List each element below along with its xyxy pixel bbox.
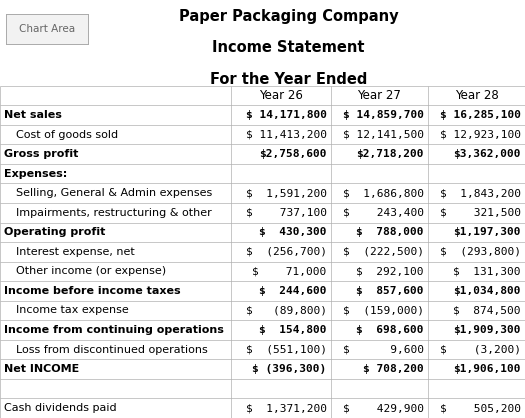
Text: $    505,200: $ 505,200 bbox=[440, 403, 521, 413]
Text: $  (551,100): $ (551,100) bbox=[246, 344, 327, 354]
Text: $    (3,200): $ (3,200) bbox=[440, 344, 521, 354]
Text: Income tax expense: Income tax expense bbox=[16, 306, 129, 316]
Text: Cash dividends paid: Cash dividends paid bbox=[4, 403, 117, 413]
Text: Loss from discontinued operations: Loss from discontinued operations bbox=[16, 344, 207, 354]
Text: $  (256,700): $ (256,700) bbox=[246, 247, 327, 257]
Text: $  (293,800): $ (293,800) bbox=[440, 247, 521, 257]
Text: Year 26: Year 26 bbox=[259, 89, 303, 102]
Text: Chart Area: Chart Area bbox=[19, 24, 75, 34]
Text: For the Year Ended: For the Year Ended bbox=[210, 72, 368, 87]
Text: $  1,843,200: $ 1,843,200 bbox=[440, 188, 521, 198]
Text: Year 28: Year 28 bbox=[455, 89, 498, 102]
Text: Income Statement: Income Statement bbox=[213, 40, 365, 54]
Text: $    429,900: $ 429,900 bbox=[343, 403, 424, 413]
Text: $ 11,413,200: $ 11,413,200 bbox=[246, 130, 327, 140]
Text: Cost of goods sold: Cost of goods sold bbox=[16, 130, 118, 140]
Text: $ 14,171,800: $ 14,171,800 bbox=[246, 110, 327, 120]
Text: $  292,100: $ 292,100 bbox=[356, 266, 424, 276]
Text: $  (222,500): $ (222,500) bbox=[343, 247, 424, 257]
Text: $  430,300: $ 430,300 bbox=[259, 227, 327, 237]
Text: $1,906,100: $1,906,100 bbox=[453, 364, 521, 374]
Text: $  131,300: $ 131,300 bbox=[453, 266, 521, 276]
Text: $    321,500: $ 321,500 bbox=[440, 208, 521, 218]
Text: $  874,500: $ 874,500 bbox=[453, 306, 521, 316]
Text: $  698,600: $ 698,600 bbox=[356, 325, 424, 335]
Text: $  (159,000): $ (159,000) bbox=[343, 306, 424, 316]
Text: Operating profit: Operating profit bbox=[4, 227, 106, 237]
Text: $    243,400: $ 243,400 bbox=[343, 208, 424, 218]
Text: $2,718,200: $2,718,200 bbox=[356, 149, 424, 159]
Text: Income before income taxes: Income before income taxes bbox=[4, 286, 181, 296]
Text: $ 708,200: $ 708,200 bbox=[363, 364, 424, 374]
Text: $1,034,800: $1,034,800 bbox=[453, 286, 521, 296]
Text: Other income (or expense): Other income (or expense) bbox=[16, 266, 166, 276]
Text: $   (89,800): $ (89,800) bbox=[246, 306, 327, 316]
Text: $  1,686,800: $ 1,686,800 bbox=[343, 188, 424, 198]
Text: Impairments, restructuring & other: Impairments, restructuring & other bbox=[16, 208, 212, 218]
Text: $  1,591,200: $ 1,591,200 bbox=[246, 188, 327, 198]
Text: Selling, General & Admin expenses: Selling, General & Admin expenses bbox=[16, 188, 212, 198]
Text: Year 27: Year 27 bbox=[358, 89, 401, 102]
Text: $  1,371,200: $ 1,371,200 bbox=[246, 403, 327, 413]
Text: Net sales: Net sales bbox=[4, 110, 62, 120]
Text: $  244,600: $ 244,600 bbox=[259, 286, 327, 296]
Text: $3,362,000: $3,362,000 bbox=[453, 149, 521, 159]
Text: $ (396,300): $ (396,300) bbox=[253, 364, 327, 374]
Text: $2,758,600: $2,758,600 bbox=[259, 149, 327, 159]
Text: $    737,100: $ 737,100 bbox=[246, 208, 327, 218]
Text: $ 16,285,100: $ 16,285,100 bbox=[440, 110, 521, 120]
Text: $  857,600: $ 857,600 bbox=[356, 286, 424, 296]
Text: $ 12,141,500: $ 12,141,500 bbox=[343, 130, 424, 140]
Text: Interest expense, net: Interest expense, net bbox=[16, 247, 134, 257]
Text: Gross profit: Gross profit bbox=[4, 149, 79, 159]
Text: $    71,000: $ 71,000 bbox=[253, 266, 327, 276]
Text: $ 14,859,700: $ 14,859,700 bbox=[343, 110, 424, 120]
Text: $1,909,300: $1,909,300 bbox=[453, 325, 521, 335]
Text: $      9,600: $ 9,600 bbox=[343, 344, 424, 354]
Text: Income from continuing operations: Income from continuing operations bbox=[4, 325, 224, 335]
Text: $ 12,923,100: $ 12,923,100 bbox=[440, 130, 521, 140]
Text: Expenses:: Expenses: bbox=[4, 168, 67, 178]
Text: $1,197,300: $1,197,300 bbox=[453, 227, 521, 237]
Text: $  154,800: $ 154,800 bbox=[259, 325, 327, 335]
Text: Paper Packaging Company: Paper Packaging Company bbox=[179, 9, 398, 24]
Text: $  788,000: $ 788,000 bbox=[356, 227, 424, 237]
Text: Net INCOME: Net INCOME bbox=[4, 364, 79, 374]
